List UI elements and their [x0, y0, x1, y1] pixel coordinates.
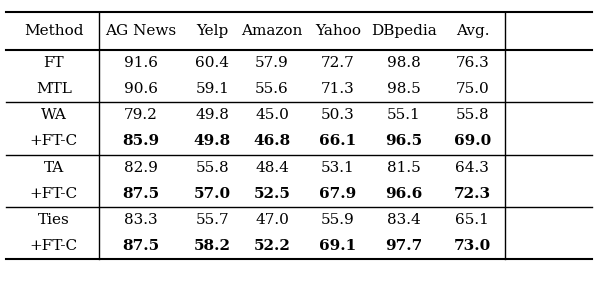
- Text: 87.5: 87.5: [122, 186, 159, 201]
- Text: 59.1: 59.1: [196, 82, 229, 96]
- Text: Avg.: Avg.: [456, 24, 489, 38]
- Text: 64.3: 64.3: [456, 160, 489, 175]
- Text: 97.7: 97.7: [385, 239, 422, 253]
- Text: 90.6: 90.6: [124, 82, 157, 96]
- Text: 96.5: 96.5: [385, 134, 422, 149]
- Text: 57.0: 57.0: [194, 186, 231, 201]
- Text: 58.2: 58.2: [194, 239, 231, 253]
- Text: 60.4: 60.4: [196, 56, 229, 70]
- Text: DBpedia: DBpedia: [371, 24, 437, 38]
- Text: 98.5: 98.5: [387, 82, 420, 96]
- Text: 82.9: 82.9: [124, 160, 157, 175]
- Text: TA: TA: [44, 160, 64, 175]
- Text: 87.5: 87.5: [122, 239, 159, 253]
- Text: 57.9: 57.9: [255, 56, 289, 70]
- Text: 72.3: 72.3: [454, 186, 491, 201]
- Text: 72.7: 72.7: [321, 56, 355, 70]
- Text: WA: WA: [41, 108, 67, 123]
- Text: 71.3: 71.3: [321, 82, 355, 96]
- Text: 45.0: 45.0: [255, 108, 289, 123]
- Text: 69.0: 69.0: [454, 134, 491, 149]
- Text: 55.7: 55.7: [196, 213, 229, 227]
- Text: 75.0: 75.0: [456, 82, 489, 96]
- Text: 67.9: 67.9: [319, 186, 356, 201]
- Text: 48.4: 48.4: [255, 160, 289, 175]
- Text: 76.3: 76.3: [456, 56, 489, 70]
- Text: 50.3: 50.3: [321, 108, 355, 123]
- Text: 98.8: 98.8: [387, 56, 420, 70]
- Text: 55.8: 55.8: [196, 160, 229, 175]
- Text: 49.8: 49.8: [194, 134, 231, 149]
- Text: +FT-C: +FT-C: [30, 186, 78, 201]
- Text: 81.5: 81.5: [387, 160, 420, 175]
- Text: 49.8: 49.8: [196, 108, 229, 123]
- Text: 96.6: 96.6: [385, 186, 422, 201]
- Text: 47.0: 47.0: [255, 213, 289, 227]
- Text: Method: Method: [24, 24, 84, 38]
- Text: 53.1: 53.1: [321, 160, 355, 175]
- Text: 73.0: 73.0: [454, 239, 491, 253]
- Text: Yelp: Yelp: [196, 24, 228, 38]
- Text: Ties: Ties: [38, 213, 70, 227]
- Text: 69.1: 69.1: [319, 239, 356, 253]
- Text: 83.4: 83.4: [387, 213, 420, 227]
- Text: +FT-C: +FT-C: [30, 134, 78, 149]
- Text: 52.2: 52.2: [254, 239, 291, 253]
- Text: 83.3: 83.3: [124, 213, 157, 227]
- Text: 85.9: 85.9: [122, 134, 159, 149]
- Text: MTL: MTL: [36, 82, 72, 96]
- Text: 46.8: 46.8: [254, 134, 291, 149]
- Text: AG News: AG News: [105, 24, 176, 38]
- Text: +FT-C: +FT-C: [30, 239, 78, 253]
- Text: FT: FT: [44, 56, 64, 70]
- Text: 55.9: 55.9: [321, 213, 355, 227]
- Text: Amazon: Amazon: [242, 24, 303, 38]
- Text: 91.6: 91.6: [124, 56, 157, 70]
- Text: 55.1: 55.1: [387, 108, 420, 123]
- Text: Yahoo: Yahoo: [315, 24, 361, 38]
- Text: 52.5: 52.5: [254, 186, 291, 201]
- Text: 55.8: 55.8: [456, 108, 489, 123]
- Text: 65.1: 65.1: [456, 213, 489, 227]
- Text: 55.6: 55.6: [255, 82, 289, 96]
- Text: 66.1: 66.1: [319, 134, 356, 149]
- Text: 79.2: 79.2: [124, 108, 157, 123]
